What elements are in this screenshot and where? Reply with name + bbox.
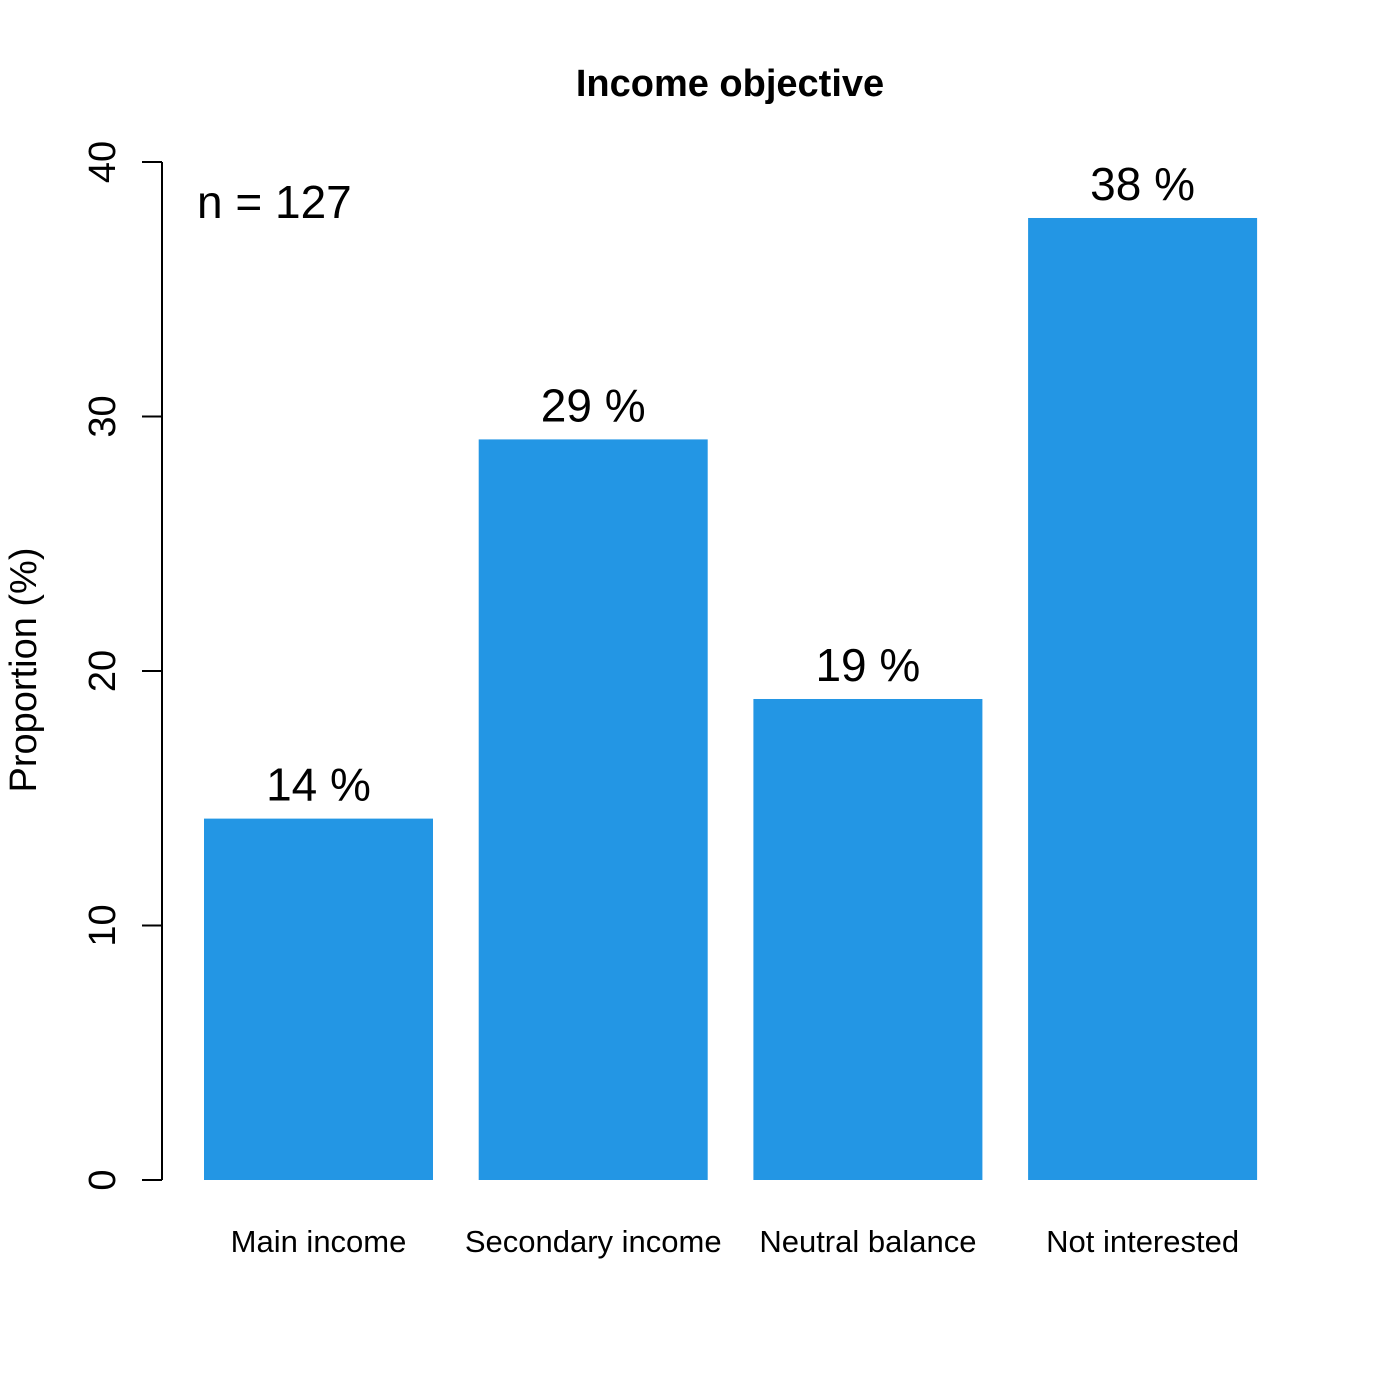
- y-tick-label: 10: [82, 904, 124, 946]
- bar: [478, 439, 708, 1180]
- x-tick-label: Secondary income: [465, 1224, 722, 1259]
- chart-title: Income objective: [576, 63, 884, 105]
- sample-size-annotation: n = 127: [197, 176, 352, 228]
- bars: [204, 217, 1258, 1181]
- bar: [753, 698, 983, 1180]
- bar-value-label: 29 %: [541, 379, 646, 431]
- x-tick-label: Not interested: [1046, 1224, 1239, 1259]
- y-axis: 0 10 20 30 40: [82, 141, 163, 1191]
- x-tick-label: Main income: [231, 1224, 407, 1259]
- x-axis-labels: Main income Secondary income Neutral balan…: [231, 1224, 1239, 1259]
- y-tick-label: 20: [82, 650, 124, 692]
- bar-value-label: 14 %: [266, 759, 371, 811]
- y-tick-label: 30: [82, 395, 124, 437]
- bar-value-label: 19 %: [815, 639, 920, 691]
- bar: [1028, 217, 1258, 1181]
- bar: [204, 818, 433, 1180]
- y-axis-label: Proportion (%): [3, 548, 45, 793]
- value-labels: 14 % 29 % 19 % 38 %: [266, 158, 1195, 811]
- x-tick-label: Neutral balance: [759, 1224, 976, 1259]
- bar-value-label: 38 %: [1090, 158, 1195, 210]
- y-tick-label: 0: [82, 1169, 124, 1190]
- y-tick-label: 40: [82, 141, 124, 183]
